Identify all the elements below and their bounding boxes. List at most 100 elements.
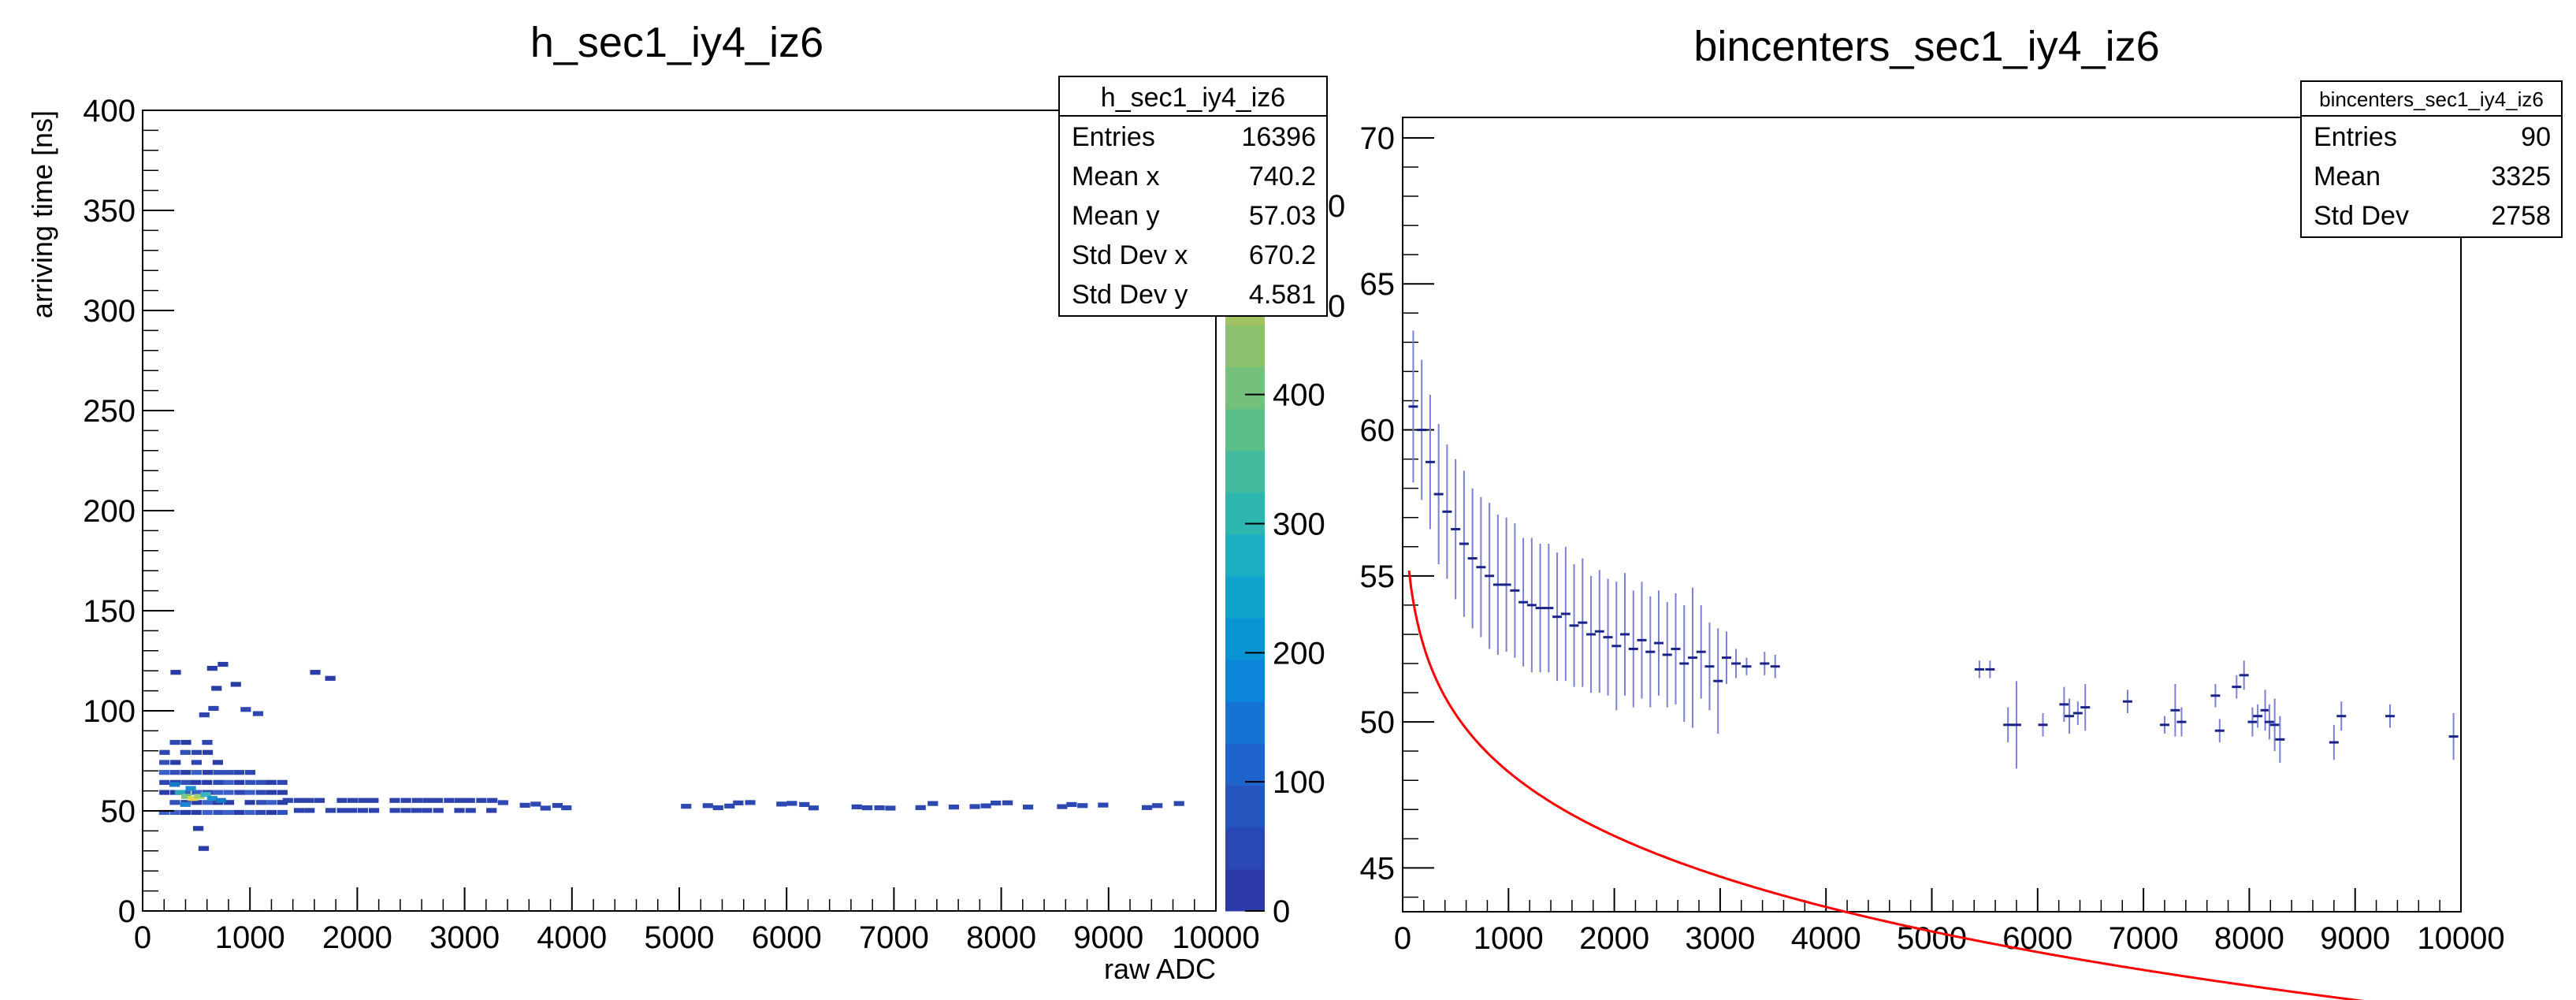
fit-y-axis: 45 50 55 60 65 70 bbox=[1360, 121, 1434, 898]
fit-data-point bbox=[2176, 707, 2187, 737]
heatmap-y-tick-label: 350 bbox=[83, 194, 136, 229]
fit-title: bincenters_sec1_iy4_iz6 bbox=[1693, 23, 2159, 70]
heatmap-cell bbox=[310, 670, 321, 675]
heatmap-cell bbox=[927, 801, 939, 806]
heatmap-cell bbox=[169, 739, 180, 745]
heatmap-cell bbox=[174, 790, 186, 795]
heatmap-cell bbox=[885, 805, 896, 811]
heatmap-panel: h_sec1_iy4_iz6 0 1000 2000 3000 4000 5000 6000… bbox=[26, 19, 1345, 985]
heatmap-cell bbox=[1057, 804, 1068, 809]
heatmap-y-axis: 0 50 100 150 200 250 300 350 400 bbox=[83, 94, 174, 929]
heatmap-cell bbox=[169, 770, 180, 775]
colorbar-segment bbox=[1225, 618, 1265, 660]
fit-data-point bbox=[1645, 596, 1656, 708]
stats-row-label: Mean y bbox=[1072, 201, 1160, 231]
fit-y-tick-label: 70 bbox=[1360, 121, 1396, 156]
fit-data-point bbox=[1467, 488, 1478, 629]
heatmap-cell bbox=[1152, 803, 1163, 809]
fit-y-tick-label: 60 bbox=[1360, 414, 1396, 448]
heatmap-x-tick-label: 3000 bbox=[429, 920, 500, 955]
stats-row-value: 670.2 bbox=[1249, 240, 1316, 270]
fit-data-point bbox=[2003, 707, 2013, 743]
colorbar-segment bbox=[1225, 701, 1265, 745]
stats-box-title: h_sec1_iy4_iz6 bbox=[1101, 83, 1285, 113]
fit-data-point bbox=[1408, 330, 1418, 483]
fit-x-tick-label: 0 bbox=[1394, 921, 1411, 956]
colorbar-tick-label-partial: 0 bbox=[1328, 289, 1345, 324]
heatmap-cell bbox=[200, 792, 211, 797]
stats-row-value: 16396 bbox=[1241, 122, 1316, 152]
fit-data-point bbox=[1713, 628, 1723, 734]
fit-data-point bbox=[2385, 704, 2396, 728]
fit-data-point bbox=[1518, 537, 1529, 667]
heatmap-cell bbox=[487, 797, 498, 803]
fit-y-tick-label: 45 bbox=[1360, 851, 1396, 886]
fit-data-point bbox=[1696, 604, 1706, 699]
heatmap-cell bbox=[282, 797, 293, 803]
heatmap-cell bbox=[193, 826, 204, 831]
fit-stats-box: bincenters_sec1_iy4_iz6 Entries 90 Mean 3325… bbox=[2300, 80, 2563, 238]
heatmap-y-tick-label: 50 bbox=[101, 794, 136, 829]
fit-data-point bbox=[1628, 590, 1638, 708]
fit-data-point bbox=[1560, 546, 1571, 682]
heatmap-cell bbox=[170, 760, 181, 765]
heatmap-cell bbox=[980, 803, 991, 809]
heatmap-cell bbox=[266, 779, 277, 785]
stats-row-label: Mean bbox=[2314, 162, 2381, 191]
heatmap-cell bbox=[552, 803, 563, 809]
colorbar-segment bbox=[1225, 492, 1265, 535]
heatmap-cell bbox=[158, 809, 169, 816]
heatmap-cell bbox=[223, 800, 235, 805]
fit-data-points bbox=[1408, 330, 2459, 769]
heatmap-cell bbox=[874, 805, 885, 811]
fit-x-tick-label: 4000 bbox=[1791, 921, 1861, 956]
heatmap-cell bbox=[497, 800, 508, 805]
heatmap-cell bbox=[256, 800, 267, 805]
heatmap-cell bbox=[180, 809, 191, 816]
heatmap-x-axis: 0 1000 2000 3000 4000 5000 6000 7000 8000 9000 100… bbox=[134, 887, 1260, 955]
fit-data-point bbox=[1721, 631, 1731, 684]
colorbar-segment bbox=[1225, 534, 1265, 577]
heatmap-cell bbox=[389, 808, 400, 813]
fit-data-point bbox=[2072, 701, 2083, 725]
colorbar-segment bbox=[1225, 868, 1265, 912]
heatmap-cell bbox=[159, 790, 170, 795]
heatmap-cell bbox=[422, 797, 433, 803]
heatmap-cell bbox=[724, 803, 735, 809]
heatmap-cell bbox=[159, 760, 170, 765]
heatmap-cell bbox=[1141, 805, 1153, 810]
heatmap-cell bbox=[293, 797, 304, 803]
heatmap-cell bbox=[303, 797, 314, 803]
heatmap-y-tick-label: 400 bbox=[83, 94, 136, 128]
heatmap-cell bbox=[702, 803, 713, 809]
stats-row-label: Std Dev bbox=[2314, 201, 2409, 231]
heatmap-cell bbox=[170, 670, 181, 675]
fit-data-point bbox=[2011, 681, 2021, 769]
heatmap-cell bbox=[223, 770, 234, 775]
fit-x-tick-label: 2000 bbox=[1579, 921, 1649, 956]
fit-y-tick-label: 50 bbox=[1360, 705, 1396, 740]
heatmap-cell bbox=[213, 779, 224, 785]
heatmap-cell bbox=[244, 809, 255, 816]
stats-row-value: 3325 bbox=[2491, 162, 2551, 191]
heatmap-cell bbox=[191, 790, 203, 795]
fit-y-tick-label: 55 bbox=[1360, 559, 1396, 594]
fit-data-point bbox=[1611, 582, 1622, 711]
heatmap-cell bbox=[212, 790, 224, 795]
heatmap-cell bbox=[464, 797, 475, 803]
heatmap-cell bbox=[336, 808, 348, 813]
stats-row-label: Std Dev x bbox=[1072, 240, 1188, 270]
fit-data-point bbox=[2065, 698, 2075, 734]
heatmap-cell bbox=[181, 794, 192, 799]
heatmap-cell bbox=[158, 770, 169, 775]
heatmap-cell bbox=[180, 801, 191, 807]
heatmap-y-label: arriving time [ns] bbox=[26, 110, 58, 318]
heatmap-cell bbox=[808, 805, 820, 811]
heatmap-cell bbox=[411, 808, 422, 813]
heatmap-cell bbox=[346, 808, 358, 813]
heatmap-cell bbox=[325, 808, 336, 813]
heatmap-cell bbox=[202, 779, 213, 785]
fit-data-point bbox=[2059, 686, 2069, 723]
heatmap-cell bbox=[1098, 802, 1109, 808]
